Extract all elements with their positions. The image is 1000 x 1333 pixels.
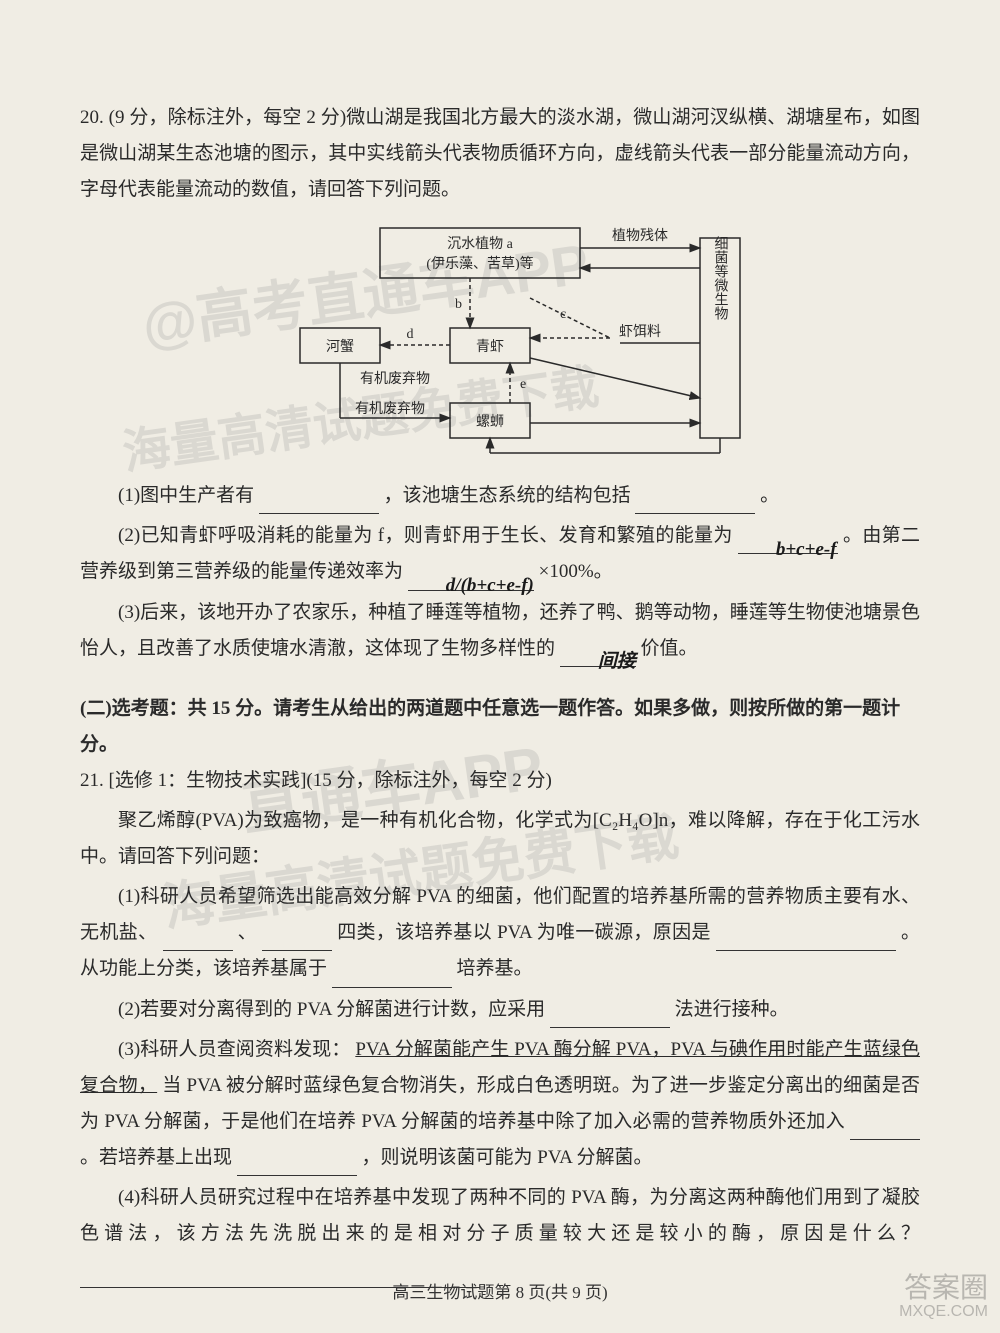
q20-sub3-b: 价值。 [641, 638, 698, 659]
label-waste2: 有机废弃物 [355, 401, 425, 417]
label-feed: 虾饵料 [619, 324, 661, 340]
node-snail-label: 螺蛳 [476, 414, 504, 430]
q20-sub2: (2)已知青虾呼吸消耗的能量为 f，则青虾用于生长、发育和繁殖的能量为 b+c+… [80, 518, 920, 590]
q20-sub1: (1)图中生产者有 ，该池塘生态系统的结构包括 。 [80, 478, 920, 514]
blank-reason [716, 929, 896, 952]
hand-value: 间接 [560, 644, 636, 667]
arrow-c-seg [530, 298, 610, 338]
q20-sub2-a: (2)已知青虾呼吸消耗的能量为 f，则青虾用于生长、发育和繁殖的能量为 [118, 525, 733, 546]
q21-sub1: (1)科研人员希望筛选出能高效分解 PVA 的细菌，他们配置的培养基所需的营养物… [80, 879, 920, 987]
q21-sub2: (2)若要对分离得到的 PVA 分解菌进行计数，应采用 法进行接种。 [80, 992, 920, 1028]
q21-sub3-b: 当 PVA 被分解时蓝绿色复合物消失，形成白色透明斑。为了进一步鉴定分离出的细菌… [80, 1075, 920, 1132]
q21-sub1-b: 、 [238, 922, 257, 943]
q21-sub4-a: (4)科研人员研究过程中在培养基中发现了两种不同的 PVA 酶，为分离这两种酶他… [80, 1187, 920, 1244]
label-residue: 植物残体 [612, 228, 668, 244]
blank-nutrient2 [262, 929, 332, 952]
blank-medium-type [332, 965, 452, 988]
label-waste1: 有机废弃物 [360, 371, 430, 387]
page-content: 20. (9 分，除标注外，每空 2 分)微山湖是我国北方最大的淡水湖，微山湖河… [80, 100, 920, 1292]
corner-watermark: 答案圈 MXQE.COM [899, 1273, 988, 1321]
node-shrimp-label: 青虾 [476, 339, 504, 355]
blank-method [550, 1005, 670, 1028]
hand-efficiency: d/(b+c+e-f) [408, 568, 534, 591]
q21-sub3-d: ，则说明该菌可能为 PVA 分解菌。 [362, 1147, 653, 1168]
page-footer: 高三生物试题第 8 页(共 9 页) [0, 1278, 1000, 1303]
q21-sub1-e: 培养基。 [457, 958, 533, 979]
q21-sub1-c: 四类，该培养基以 PVA 为唯一碳源，原因是 [337, 922, 711, 943]
q21-sub3-c: 。若培养基上出现 [80, 1147, 232, 1168]
label-d: d [407, 327, 414, 342]
q21-sub2-a: (2)若要对分离得到的 PVA 分解菌进行计数，应采用 [118, 999, 545, 1020]
label-c: c [560, 307, 566, 322]
label-e: e [520, 377, 526, 392]
q20-sub2-c: ×100%。 [539, 561, 613, 582]
q20-sub3: (3)后来，该地开办了农家乐，种植了睡莲等植物，还养了鸭、鹅等动物，睡莲等生物使… [80, 595, 920, 667]
q21-header: 21. [选修 1：生物技术实践](15 分，除标注外，每空 2 分) [80, 763, 920, 799]
node-microbes-label: 细菌等微生物 [713, 236, 729, 321]
corner-line1: 答案圈 [899, 1273, 988, 1304]
q20-sub1-b: ，该池塘生态系统的结构包括 [384, 485, 631, 506]
section2-title: (二)选考题：共 15 分。请考生从给出的两道题中任意选一题作答。如果多做，则按… [80, 691, 920, 763]
q20-header: 20. (9 分，除标注外，每空 2 分)微山湖是我国北方最大的淡水湖，微山湖河… [80, 100, 920, 208]
q20-diagram: 沉水植物 a (伊乐藻、苦草)等 细菌等微生物 河蟹 青虾 螺蛳 植物残体 [230, 218, 770, 458]
label-b: b [455, 297, 462, 312]
blank-nutrient1 [163, 929, 233, 952]
corner-line2: MXQE.COM [899, 1303, 988, 1321]
blank-producer [259, 492, 379, 515]
blank-appear [237, 1153, 357, 1176]
node-crab-label: 河蟹 [326, 339, 354, 355]
q20-sub1-c: 。 [760, 485, 779, 506]
q21-intro: 聚乙烯醇(PVA)为致癌物，是一种有机化合物，化学式为[C₂H₄O]n，难以降解… [80, 803, 920, 875]
q20-sub3-a: (3)后来，该地开办了农家乐，种植了睡莲等植物，还养了鸭、鹅等动物，睡莲等生物使… [80, 602, 920, 659]
hand-energy: b+c+e-f [738, 532, 838, 555]
blank-structure [635, 492, 755, 515]
node-plants-label2: (伊乐藻、苦草)等 [426, 255, 533, 272]
q21-sub4: (4)科研人员研究过程中在培养基中发现了两种不同的 PVA 酶，为分离这两种酶他… [80, 1180, 920, 1288]
blank-add [850, 1117, 920, 1140]
q21-sub2-b: 法进行接种。 [675, 999, 789, 1020]
q21-sub3: (3)科研人员查阅资料发现： PVA 分解菌能产生 PVA 酶分解 PVA，PV… [80, 1032, 920, 1176]
arrow-shrimp-right [530, 358, 700, 398]
node-plants-label1: 沉水植物 a [447, 236, 513, 252]
q21-sub3-a: (3)科研人员查阅资料发现： [118, 1039, 350, 1060]
q20-sub1-a: (1)图中生产者有 [118, 485, 254, 506]
